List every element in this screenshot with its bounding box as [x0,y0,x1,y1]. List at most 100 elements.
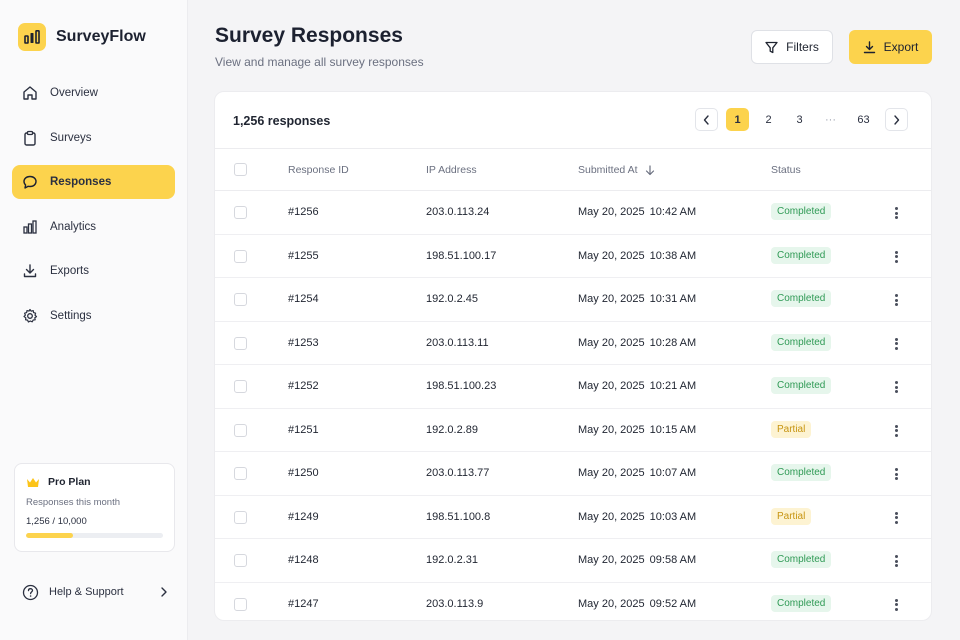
sidebar-item-overview[interactable]: Overview [12,76,175,110]
row-checkbox[interactable] [234,554,247,567]
table-row[interactable]: #1254 192.0.2.45 May 20, 2025 10:31 AM Compl… [215,278,931,322]
ip-address: 192.0.2.31 [426,554,478,566]
sidebar-item-surveys[interactable]: Surveys [12,121,175,155]
help-circle-icon [22,584,39,600]
column-header-response-id[interactable]: Response ID [288,164,349,176]
row-checkbox[interactable] [234,467,247,480]
table-row[interactable]: #1250 203.0.113.77 May 20, 2025 10:07 AM Com… [215,452,931,496]
page-button-2[interactable]: 2 [765,113,772,126]
brand[interactable]: SurveyFlow [12,0,175,74]
chevron-right-icon [161,587,167,597]
row-more-options-icon[interactable] [889,423,903,439]
row-more-options-icon[interactable] [889,597,903,613]
row-checkbox[interactable] [234,293,247,306]
pagination: 1 2 3 ··· 63 [687,108,908,131]
page-title: Survey Responses [215,24,403,47]
table-row[interactable]: #1252 198.51.100.23 May 20, 2025 10:21 AM Co… [215,365,931,409]
status-cell: Partial [771,420,812,438]
response-id[interactable]: #1256 [288,206,319,218]
submitted-time: 10:03 AM [649,510,697,523]
page-button-last[interactable]: 63 [857,113,870,126]
table-row[interactable]: #1247 203.0.113.9 May 20, 2025 09:52 AM Comp… [215,583,931,621]
response-id[interactable]: #1248 [288,554,319,566]
row-more-options-icon[interactable] [889,336,903,352]
status-cell: Completed [771,290,832,307]
row-checkbox[interactable] [234,380,247,393]
submitted-date: May 20, 2025 [578,249,645,262]
row-more-options-icon[interactable] [889,249,903,265]
home-icon [23,86,37,100]
row-more-options-icon[interactable] [889,553,903,569]
status-badge: Completed [771,551,832,568]
table-row[interactable]: #1255 198.51.100.17 May 20, 2025 10:38 AM Co… [215,235,931,278]
table-row[interactable]: #1248 192.0.2.31 May 20, 2025 09:58 AM Compl… [215,539,931,583]
submitted-at: May 20, 2025 10:42 AM [578,206,696,218]
response-id[interactable]: #1247 [288,597,319,610]
submitted-time: 09:58 AM [649,554,697,566]
clipboard-icon [24,130,36,146]
export-label: Export [883,40,919,54]
prev-page-button[interactable] [695,108,718,131]
status-cell: Completed [771,464,832,481]
response-id[interactable]: #1253 [288,336,319,349]
submitted-at: May 20, 2025 10:31 AM [578,293,696,305]
sidebar-item-label: Exports [50,265,89,277]
ip-address: 192.0.2.89 [426,423,478,436]
ip-address: 203.0.113.24 [426,206,490,218]
submitted-date: May 20, 2025 [578,554,645,566]
response-id[interactable]: #1250 [288,467,319,479]
plan-card: Pro Plan Responses this month 1,256 / 10… [14,463,175,552]
column-header-label: Submitted At [578,164,638,176]
download-icon [863,40,875,53]
status-badge: Completed [771,377,832,394]
table-row[interactable]: #1249 198.51.100.8 May 20, 2025 10:03 AM Par… [215,496,931,539]
response-id[interactable]: #1249 [288,510,319,523]
status-badge: Completed [771,203,832,220]
row-checkbox[interactable] [234,249,247,263]
table-body: #1256 203.0.113.24 May 20, 2025 10:42 AM Com… [215,191,931,621]
next-page-button[interactable] [885,108,908,131]
table-row[interactable]: #1256 203.0.113.24 May 20, 2025 10:42 AM Com… [215,191,931,235]
sidebar-item-responses[interactable]: Responses [12,165,175,199]
response-id[interactable]: #1251 [288,423,319,436]
table-row[interactable]: #1251 192.0.2.89 May 20, 2025 10:15 AM Parti… [215,409,931,452]
column-header-status[interactable]: Status [771,164,801,176]
sidebar-item-exports[interactable]: Exports [12,254,175,288]
row-more-options-icon[interactable] [889,205,903,221]
response-id[interactable]: #1255 [288,249,319,262]
row-more-options-icon[interactable] [889,466,903,482]
logo-bar-chart-icon [18,23,46,51]
submitted-date: May 20, 2025 [578,380,645,392]
row-checkbox[interactable] [234,597,247,611]
submitted-time: 10:42 AM [649,206,697,218]
row-more-options-icon[interactable] [889,379,903,395]
plan-name: Pro Plan [48,476,91,488]
row-more-options-icon[interactable] [889,292,903,308]
export-button[interactable]: Export [849,30,932,64]
submitted-date: May 20, 2025 [578,423,645,436]
table-row[interactable]: #1253 203.0.113.11 May 20, 2025 10:28 AM Com… [215,322,931,365]
help-support-link[interactable]: Help & Support [22,580,168,604]
page-button-3[interactable]: 3 [796,113,803,126]
plan-progress-bar [26,533,163,538]
select-all-checkbox[interactable] [234,163,247,176]
response-id[interactable]: #1254 [288,293,319,305]
row-checkbox[interactable] [234,336,247,350]
submitted-time: 10:28 AM [649,336,697,349]
filters-button[interactable]: Filters [751,30,833,64]
response-id[interactable]: #1252 [288,380,319,392]
submitted-at: May 20, 2025 10:21 AM [578,380,696,392]
sidebar-item-settings[interactable]: Settings [12,299,175,333]
chevron-left-icon [703,114,709,125]
page-button-1[interactable]: 1 [726,108,749,131]
row-checkbox[interactable] [234,510,247,524]
status-cell: Completed [771,377,832,394]
submitted-date: May 20, 2025 [578,206,645,218]
row-checkbox[interactable] [234,206,247,219]
row-more-options-icon[interactable] [889,510,903,526]
submitted-at: May 20, 2025 10:03 AM [578,511,696,523]
column-header-submitted-at[interactable]: Submitted At [578,164,655,176]
column-header-ip-address[interactable]: IP Address [426,164,477,176]
row-checkbox[interactable] [234,423,247,437]
sidebar-item-analytics[interactable]: Analytics [12,210,175,244]
